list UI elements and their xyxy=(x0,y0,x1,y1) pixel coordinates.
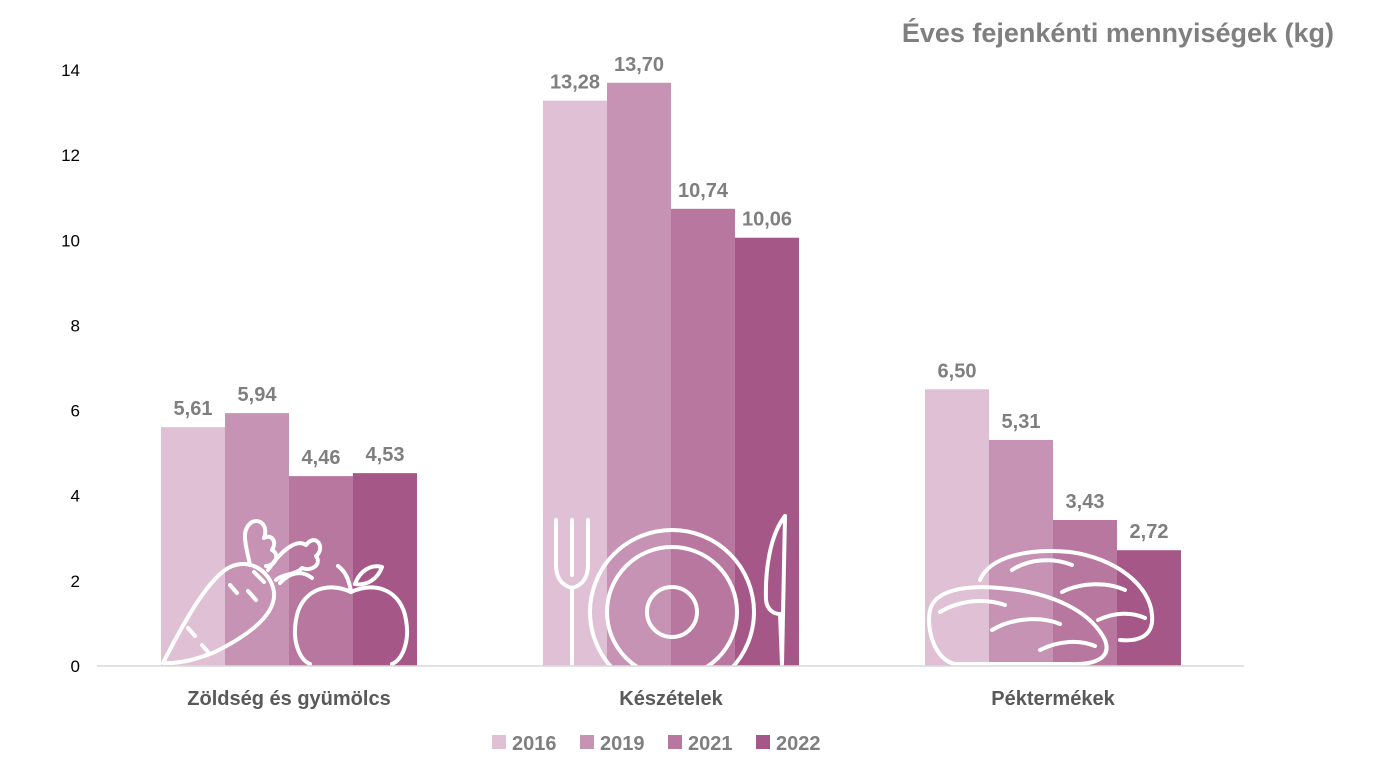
legend-swatch xyxy=(580,735,594,749)
data-label: 5,61 xyxy=(174,398,213,420)
fork-plate-knife-icon xyxy=(554,514,787,696)
category-label: Zöldség és gyümölcs xyxy=(187,688,390,710)
bar-2016-1 xyxy=(543,100,607,666)
category-label: Készételek xyxy=(619,688,723,710)
y-tick-label: 14 xyxy=(61,61,80,80)
carrot-lines xyxy=(186,570,266,654)
category-icons xyxy=(161,514,1155,696)
legend: 2016 2019 2021 2022 xyxy=(492,733,821,755)
legend-swatch xyxy=(492,735,506,749)
plate-outer xyxy=(588,528,756,696)
carrot-leaf-1 xyxy=(243,519,279,568)
carrot-apple-icon xyxy=(161,519,409,666)
carrot-leaf-3 xyxy=(278,571,314,585)
y-tick-label: 10 xyxy=(61,231,80,250)
bar-2016-2 xyxy=(925,389,989,666)
bread-loaf-front xyxy=(927,585,1109,667)
bar-2019-1 xyxy=(607,82,671,667)
y-tick-label: 8 xyxy=(71,316,80,335)
carrot-body xyxy=(161,562,277,666)
legend-label: 2021 xyxy=(688,733,733,755)
legend-item-2019: 2019 xyxy=(580,733,645,755)
fork xyxy=(554,518,590,666)
bread-cuts-back xyxy=(1010,558,1147,622)
data-label: 10,74 xyxy=(678,180,729,202)
legend-label: 2019 xyxy=(600,733,645,755)
data-label: 4,53 xyxy=(366,444,405,466)
x-axis: Zöldség és gyümölcs Készételek Péktermékek xyxy=(187,688,1115,710)
legend-item-2021: 2021 xyxy=(668,733,733,755)
apple-leaf xyxy=(353,564,384,587)
bread-loaf-back xyxy=(978,549,1155,643)
legend-label: 2022 xyxy=(776,733,821,755)
apple-stem xyxy=(336,564,353,594)
chart-title: Éves fejenkénti mennyiségek (kg) xyxy=(902,17,1334,48)
bread-icon xyxy=(927,549,1155,667)
bread-cuts-front xyxy=(938,599,1097,652)
data-label: 5,31 xyxy=(1002,411,1041,433)
data-label: 6,50 xyxy=(938,360,977,382)
y-tick-label: 0 xyxy=(71,657,80,676)
data-label: 4,46 xyxy=(302,447,341,469)
bar-2019-0 xyxy=(225,413,289,666)
legend-item-2022: 2022 xyxy=(756,733,821,755)
category-label: Péktermékek xyxy=(991,688,1115,710)
plate-center xyxy=(645,585,699,639)
y-tick-label: 6 xyxy=(71,402,80,421)
data-label: 5,94 xyxy=(238,384,278,406)
data-labels: 5,61 5,94 4,46 4,53 13,28 13,70 10,74 10,06 6,50… xyxy=(174,54,1169,543)
y-tick-label: 4 xyxy=(71,487,80,506)
bars xyxy=(161,82,1181,667)
bar-2021-1 xyxy=(671,208,735,667)
y-tick-label: 12 xyxy=(61,146,80,165)
data-label: 10,06 xyxy=(742,209,792,231)
bar-2016-0 xyxy=(161,427,225,666)
data-label: 3,43 xyxy=(1066,491,1105,513)
legend-label: 2016 xyxy=(512,733,557,755)
knife xyxy=(763,514,787,666)
plate-inner xyxy=(605,545,739,679)
legend-item-2016: 2016 xyxy=(492,733,557,755)
y-tick-label: 2 xyxy=(71,572,80,591)
data-label: 13,70 xyxy=(614,54,664,76)
legend-swatch xyxy=(756,735,770,749)
data-label: 13,28 xyxy=(550,72,600,94)
y-axis: 0 2 4 6 8 10 12 14 xyxy=(61,61,80,676)
legend-swatch xyxy=(668,735,682,749)
apple-body xyxy=(293,585,409,666)
data-label: 2,72 xyxy=(1130,521,1169,543)
